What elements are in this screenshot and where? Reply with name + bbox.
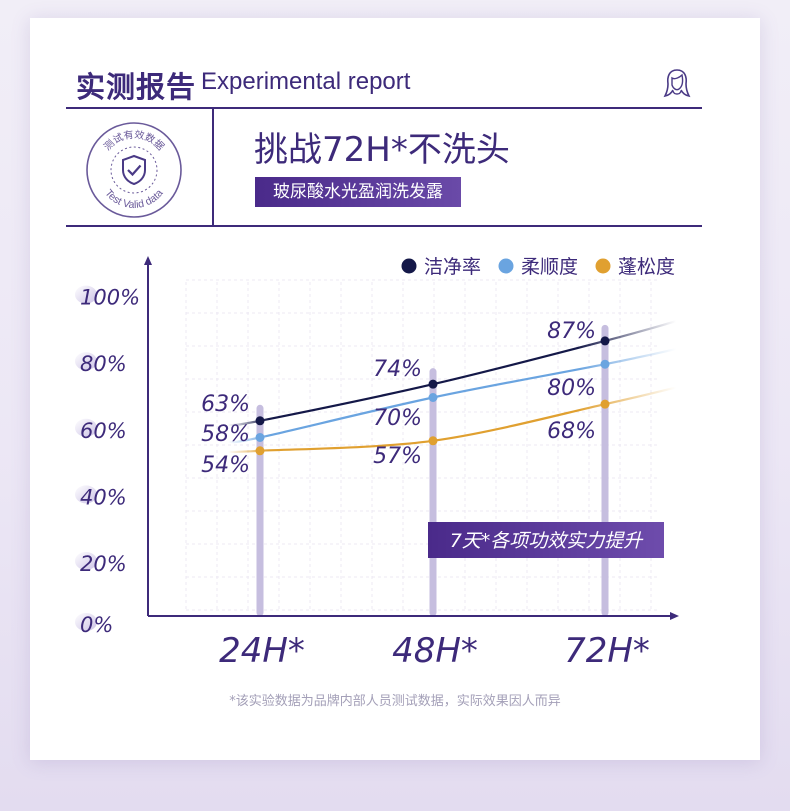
- y-tick-bubble: [75, 613, 97, 631]
- data-label: 70%: [373, 406, 422, 431]
- title-cn: 实测报告: [76, 70, 197, 104]
- data-point: [428, 393, 438, 402]
- data-point: [428, 379, 438, 389]
- data-labels: 63% 74% 87% 58% 70% 80% 54% 57% 68%: [201, 319, 596, 478]
- data-label: 57%: [373, 444, 422, 469]
- y-tick-label: 60%: [80, 419, 127, 443]
- header-rule-bottom: [66, 225, 702, 227]
- chart-annotation: 7天*各项功效实力提升: [428, 522, 664, 558]
- headline: 挑战72H*不洗头: [254, 130, 510, 170]
- y-tick-bubble: [75, 352, 97, 371]
- legend-label: 柔顺度: [521, 256, 578, 278]
- data-point: [600, 399, 610, 409]
- data-point: [600, 359, 610, 369]
- data-label: 58%: [201, 422, 250, 447]
- data-point: [255, 432, 265, 442]
- shield-check-icon: [122, 154, 146, 186]
- annotation-text: 7天*各项功效实力提升: [450, 530, 645, 552]
- data-label: 63%: [201, 392, 250, 417]
- y-tick-label: 100%: [80, 286, 140, 310]
- x-axis-ticks: 24H* 48H* 72H*: [219, 631, 650, 671]
- y-tick-label: 20%: [80, 552, 127, 576]
- legend-dot: [595, 258, 611, 274]
- valid-data-seal: 测试有效数据 Test Valid data: [86, 122, 182, 218]
- y-tick-bubble: [75, 552, 97, 570]
- category-bar: [256, 404, 264, 616]
- report-card: [30, 18, 760, 760]
- series-line-1: [227, 320, 677, 427]
- y-axis-ticks: 0% 20% 40% 60% 80% 100%: [75, 285, 140, 637]
- axes: [144, 256, 679, 620]
- series-lines: [227, 320, 677, 456]
- data-point: [428, 436, 438, 446]
- y-tick-bubble: [75, 418, 97, 437]
- category-bars: [256, 324, 609, 616]
- header-divider: [212, 108, 214, 226]
- data-label: 68%: [547, 419, 596, 444]
- legend: 洁净率 柔顺度 蓬松度: [401, 256, 675, 278]
- x-tick-label: 48H*: [392, 631, 478, 671]
- data-label: 74%: [373, 357, 422, 382]
- y-tick-label: 0%: [80, 613, 113, 637]
- data-label: 54%: [201, 453, 250, 478]
- legend-label: 蓬松度: [618, 256, 675, 278]
- data-label: 87%: [547, 319, 596, 344]
- data-point: [255, 416, 265, 426]
- legend-dot: [401, 258, 417, 274]
- series-line-3: [227, 386, 677, 454]
- data-point: [255, 446, 265, 456]
- title-en: Experimental report: [201, 68, 411, 95]
- woman-hair-icon: [663, 69, 691, 98]
- footnote: *该实验数据为品牌内部人员测试数据，实际效果因人而异: [229, 694, 561, 709]
- y-tick-label: 40%: [80, 485, 127, 509]
- header-rule-top: [66, 107, 702, 109]
- x-tick-label: 72H*: [564, 631, 650, 671]
- y-tick-bubble: [75, 285, 97, 304]
- data-point: [600, 336, 610, 346]
- x-tick-label: 24H*: [219, 631, 305, 671]
- y-tick-label: 80%: [80, 352, 127, 376]
- legend-label: 洁净率: [424, 256, 481, 278]
- category-bar: [429, 368, 437, 616]
- y-tick-bubble: [75, 485, 97, 504]
- product-badge: 玻尿酸水光盈润洗发露: [255, 177, 461, 207]
- data-label: 80%: [547, 376, 596, 401]
- legend-dot: [498, 258, 514, 274]
